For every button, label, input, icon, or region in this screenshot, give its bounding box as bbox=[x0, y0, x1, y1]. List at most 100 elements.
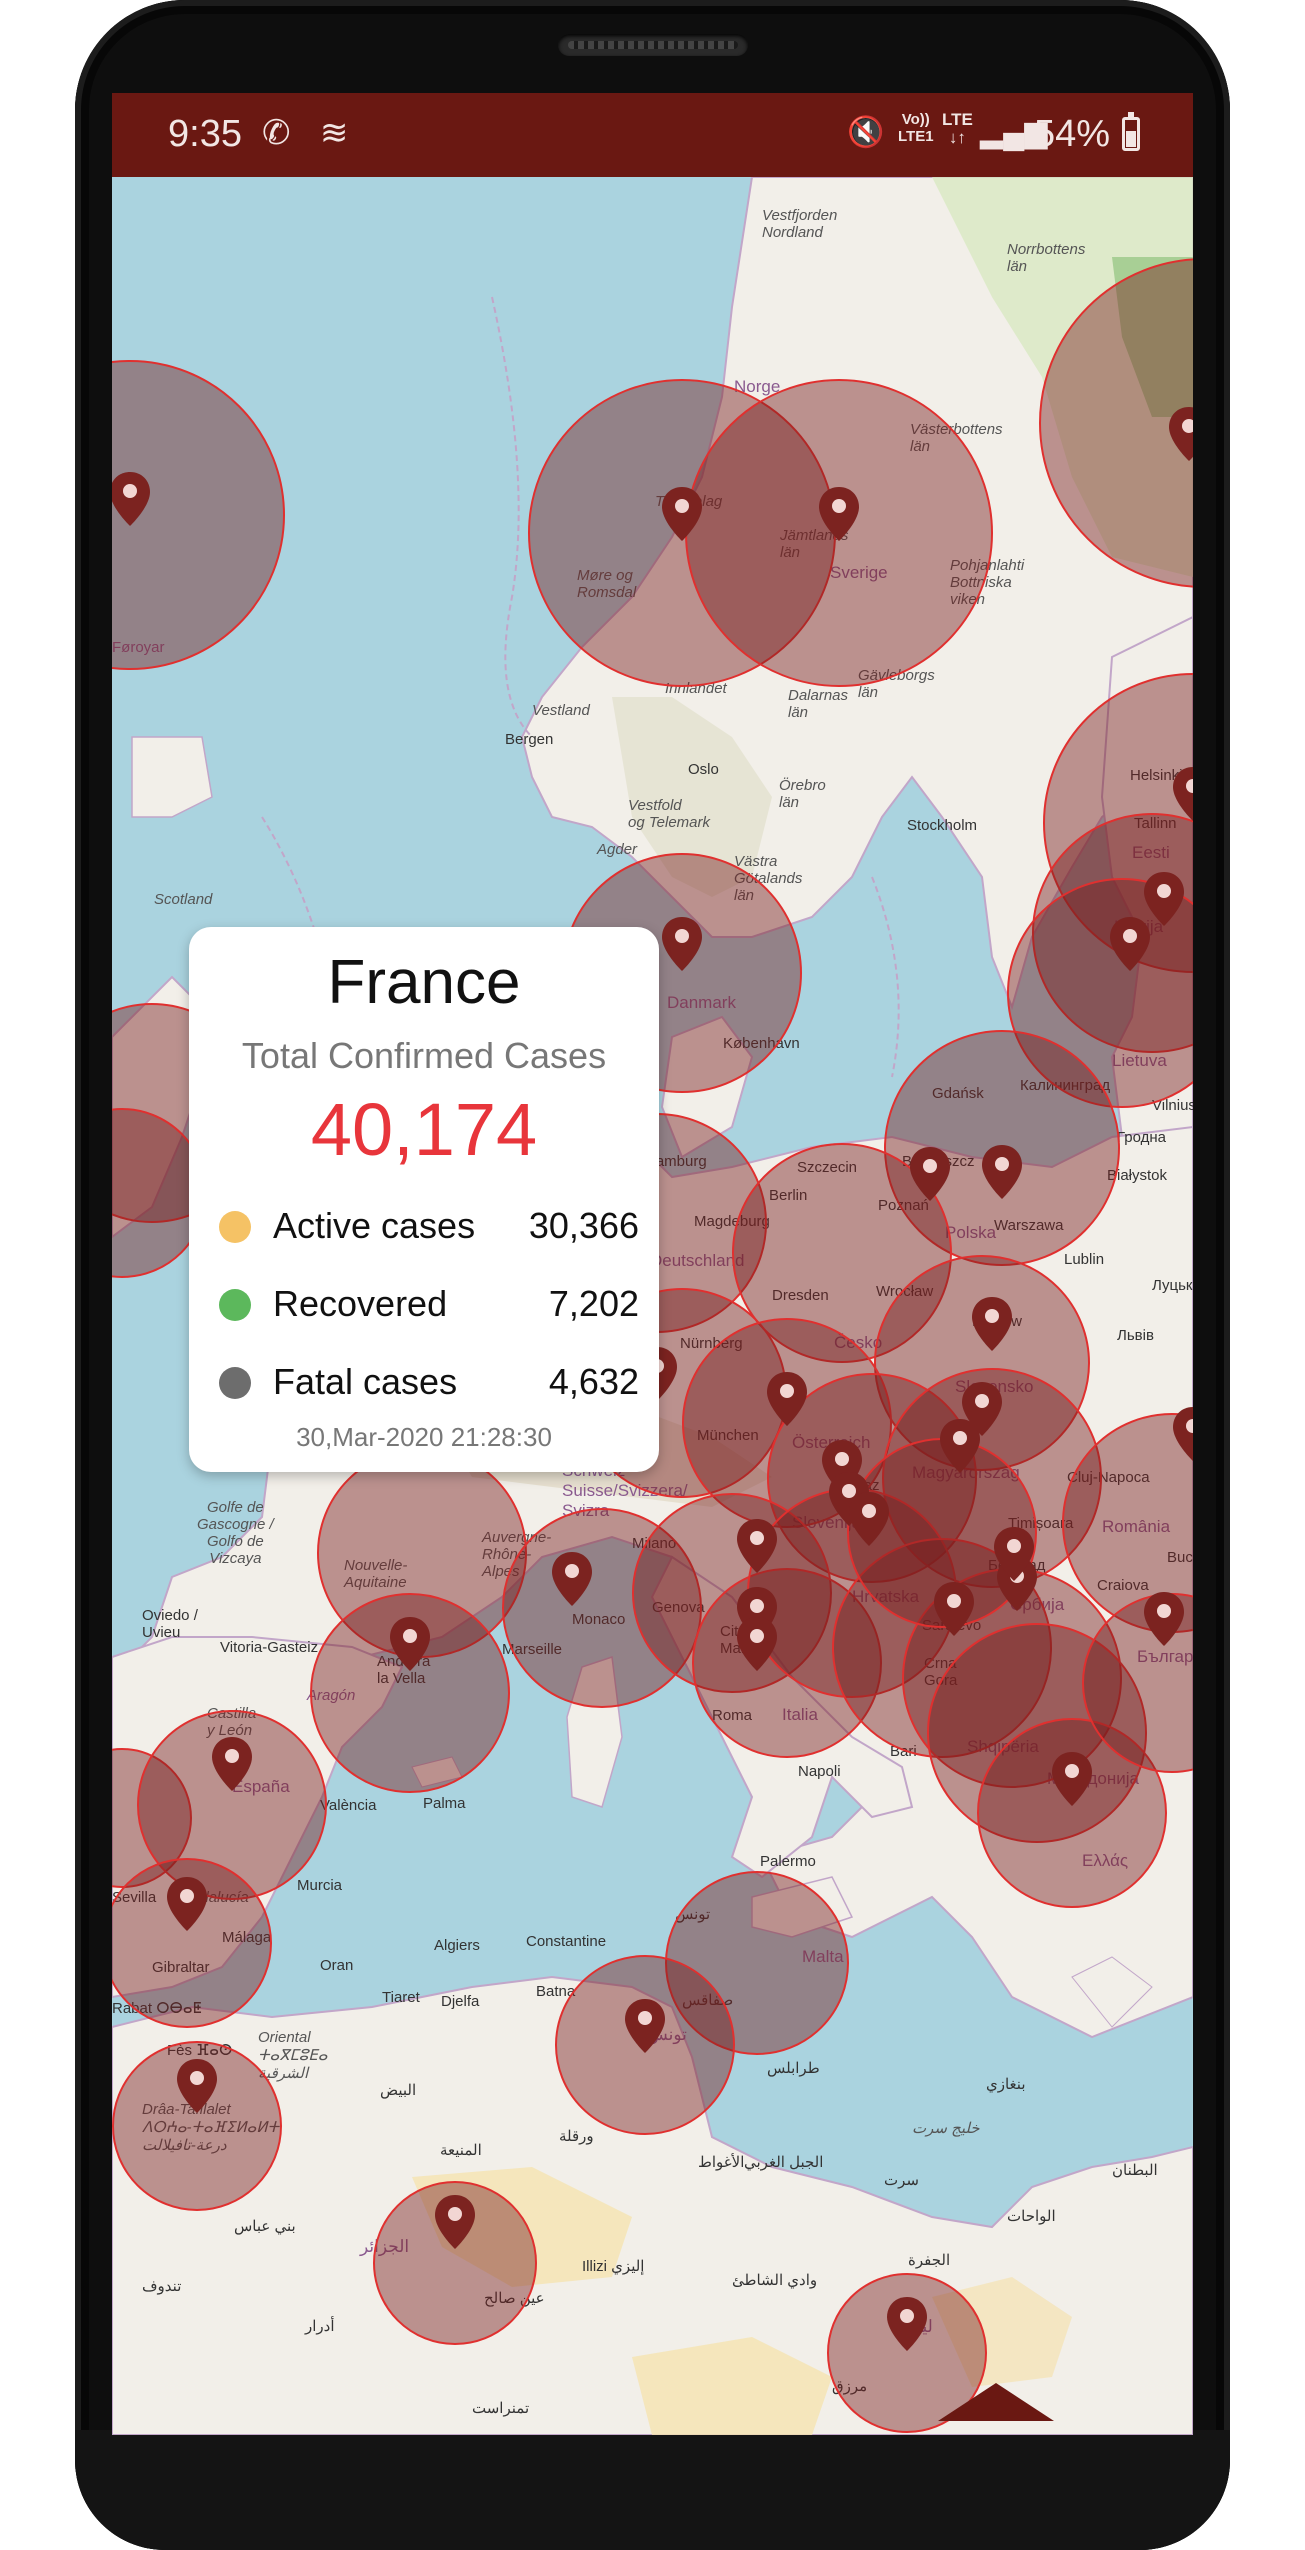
map-label-benghazi: بنغازي bbox=[986, 2076, 1026, 2093]
map-label-bialystok: Białystok bbox=[1107, 1167, 1168, 1184]
location-pin-icon[interactable] bbox=[550, 1550, 594, 1608]
map-label-elmenia: المنيعة bbox=[440, 2142, 482, 2159]
location-pin-icon[interactable] bbox=[992, 1525, 1036, 1583]
map-label-oslo: Oslo bbox=[688, 761, 719, 778]
bottom-sheet-handle-icon[interactable] bbox=[938, 2383, 1054, 2421]
map-label-norge: Norge bbox=[734, 377, 781, 396]
map-label-oriental: Oriental ⵜⴰⴳⵎⵓⴹⴰ الشرقية bbox=[258, 2029, 328, 2082]
location-pin-icon[interactable] bbox=[908, 1145, 952, 1203]
signal-icon: ▂▄▆ bbox=[980, 116, 1048, 149]
location-pin-icon[interactable] bbox=[970, 1295, 1014, 1353]
location-pin-icon[interactable] bbox=[980, 1143, 1024, 1201]
map-label-tripoli: طرابلس bbox=[767, 2060, 820, 2077]
location-pin-icon[interactable] bbox=[112, 470, 152, 528]
location-pin-icon[interactable] bbox=[735, 1517, 779, 1575]
recovered-value: 7,202 bbox=[548, 1283, 639, 1324]
status-bar: 9:35 ✆ ≋ 🔇 Vo)) LTE1 LTE ↓↑ ▂▄▆ 54% bbox=[112, 93, 1193, 177]
earpiece-speaker bbox=[558, 34, 748, 56]
volte-icon: Vo)) LTE1 bbox=[898, 111, 934, 145]
battery-charging-icon bbox=[1122, 112, 1140, 151]
map-label-oran: Oran bbox=[320, 1957, 354, 1974]
mute-icon: 🔇 bbox=[847, 116, 891, 149]
map-label-vitoria: Vitoria-Gasteiz bbox=[220, 1639, 319, 1656]
battery-percent: 54% bbox=[1034, 113, 1111, 155]
map-label-norrbotten: Norrbottens län bbox=[1007, 241, 1086, 275]
country-info-card[interactable]: France Total Confirmed Cases 40,174 Acti… bbox=[189, 927, 659, 1472]
map-label-elbayadh: البيض bbox=[380, 2082, 417, 2099]
location-pin-icon[interactable] bbox=[1167, 405, 1193, 463]
location-pin-icon[interactable] bbox=[938, 1417, 982, 1475]
map-label-laghouat: الأغواط bbox=[698, 2154, 745, 2171]
recovered-dot-icon bbox=[219, 1289, 251, 1321]
map-label-tindouf: تندوف bbox=[142, 2278, 182, 2295]
status-time: 9:35 bbox=[168, 113, 242, 155]
screen: 9:35 ✆ ≋ 🔇 Vo)) LTE1 LTE ↓↑ ▂▄▆ 54% bbox=[112, 93, 1193, 2435]
location-pin-icon[interactable] bbox=[1142, 870, 1186, 928]
map-label-murcia: Murcia bbox=[297, 1877, 343, 1894]
location-pin-icon[interactable] bbox=[1050, 1750, 1094, 1808]
map-label-vilnius: Vilnius bbox=[1152, 1097, 1193, 1114]
map-label-grodno: Гродна bbox=[1117, 1129, 1167, 1146]
fatal-cases-label: Fatal cases bbox=[273, 1361, 458, 1402]
location-pin-icon[interactable] bbox=[433, 2193, 477, 2251]
map-label-gulf: خليج سرت bbox=[912, 2120, 980, 2137]
location-pin-icon[interactable] bbox=[1142, 1590, 1186, 1648]
map-label-nordland: Vestfjorden Nordland bbox=[762, 207, 838, 241]
map-label-vestfold: Vestfold og Telemark bbox=[628, 797, 710, 831]
location-pin-icon[interactable] bbox=[1108, 915, 1152, 973]
map-label-batna: Batna bbox=[536, 1983, 576, 2000]
call-and-wifi-icons: ✆ ≋ bbox=[262, 114, 359, 152]
map-label-sirte: سرت bbox=[884, 2172, 919, 2189]
location-pin-icon[interactable] bbox=[1171, 1405, 1193, 1463]
country-name: France bbox=[327, 948, 521, 1017]
map-label-wadi: وادي الشاطئ bbox=[732, 2272, 818, 2289]
last-updated-timestamp: 30,Mar-2020 21:28:30 bbox=[296, 1422, 552, 1452]
location-pin-icon[interactable] bbox=[660, 915, 704, 973]
map-label-agder: Agder bbox=[597, 841, 638, 858]
active-cases-row: Active cases 30,366 bbox=[219, 1205, 639, 1249]
map-label-tiaret: Tiaret bbox=[382, 1989, 420, 2006]
map-label-stockholm: Stockholm bbox=[907, 817, 978, 834]
map-label-scotland: Scotland bbox=[154, 891, 213, 908]
location-pin-icon[interactable] bbox=[817, 485, 861, 543]
map-view[interactable]: Vestfjorden Nordland Norrbottens län Nor… bbox=[112, 177, 1193, 2435]
fatal-cases-value: 4,632 bbox=[548, 1361, 639, 1402]
map-label-tamanrasset: تمنراست bbox=[472, 2400, 530, 2417]
location-pin-icon[interactable] bbox=[210, 1735, 254, 1793]
total-cases-value: 40,174 bbox=[310, 1088, 538, 1171]
map-label-beniabbes: بني عباس bbox=[234, 2218, 296, 2235]
fatal-dot-icon bbox=[219, 1367, 251, 1399]
map-label-algiers: Algiers bbox=[434, 1937, 480, 1954]
location-pin-icon[interactable] bbox=[847, 1490, 891, 1548]
map-label-palermo: Palermo bbox=[760, 1853, 816, 1870]
map-label-napoli: Napoli bbox=[798, 1763, 841, 1780]
lte-icon: LTE ↓↑ bbox=[942, 110, 973, 147]
location-pin-icon[interactable] bbox=[175, 2057, 219, 2115]
map-label-illizi: Illizi إليزي bbox=[582, 2258, 645, 2275]
location-pin-icon[interactable] bbox=[165, 1875, 209, 1933]
map-label-butnan: البطنان bbox=[1112, 2162, 1158, 2179]
location-pin-icon[interactable] bbox=[735, 1615, 779, 1673]
recovered-row: Recovered 7,202 bbox=[219, 1283, 639, 1327]
map-label-palma: Palma bbox=[423, 1795, 466, 1812]
total-cases-label: Total Confirmed Cases bbox=[241, 1035, 607, 1076]
map-label-lublin: Lublin bbox=[1064, 1251, 1105, 1268]
location-pin-icon[interactable] bbox=[388, 1615, 432, 1673]
map-label-luck: Луцьк bbox=[1152, 1277, 1193, 1294]
map-label-constantine: Constantine bbox=[526, 1933, 607, 1950]
location-pin-icon[interactable] bbox=[960, 1380, 1004, 1438]
location-pin-icon[interactable] bbox=[932, 1580, 976, 1638]
location-pin-icon[interactable] bbox=[660, 485, 704, 543]
location-pin-icon[interactable] bbox=[1171, 765, 1193, 823]
phone-chin bbox=[75, 2430, 1230, 2550]
active-cases-label: Active cases bbox=[273, 1205, 476, 1246]
map-label-dalarnas: Dalarnas län bbox=[788, 687, 849, 721]
map-label-adrar: أدرار bbox=[305, 2318, 335, 2335]
fatal-cases-row: Fatal cases 4,632 bbox=[219, 1361, 639, 1405]
map-label-gascogne: Golfe de Gascogne / Golfo de Vizcaya bbox=[197, 1499, 274, 1567]
recovered-label: Recovered bbox=[273, 1283, 448, 1324]
location-pin-icon[interactable] bbox=[623, 1997, 667, 2055]
map-label-orebro: Örebro län bbox=[779, 777, 826, 811]
location-pin-icon[interactable] bbox=[885, 2295, 929, 2353]
location-pin-icon[interactable] bbox=[765, 1370, 809, 1428]
